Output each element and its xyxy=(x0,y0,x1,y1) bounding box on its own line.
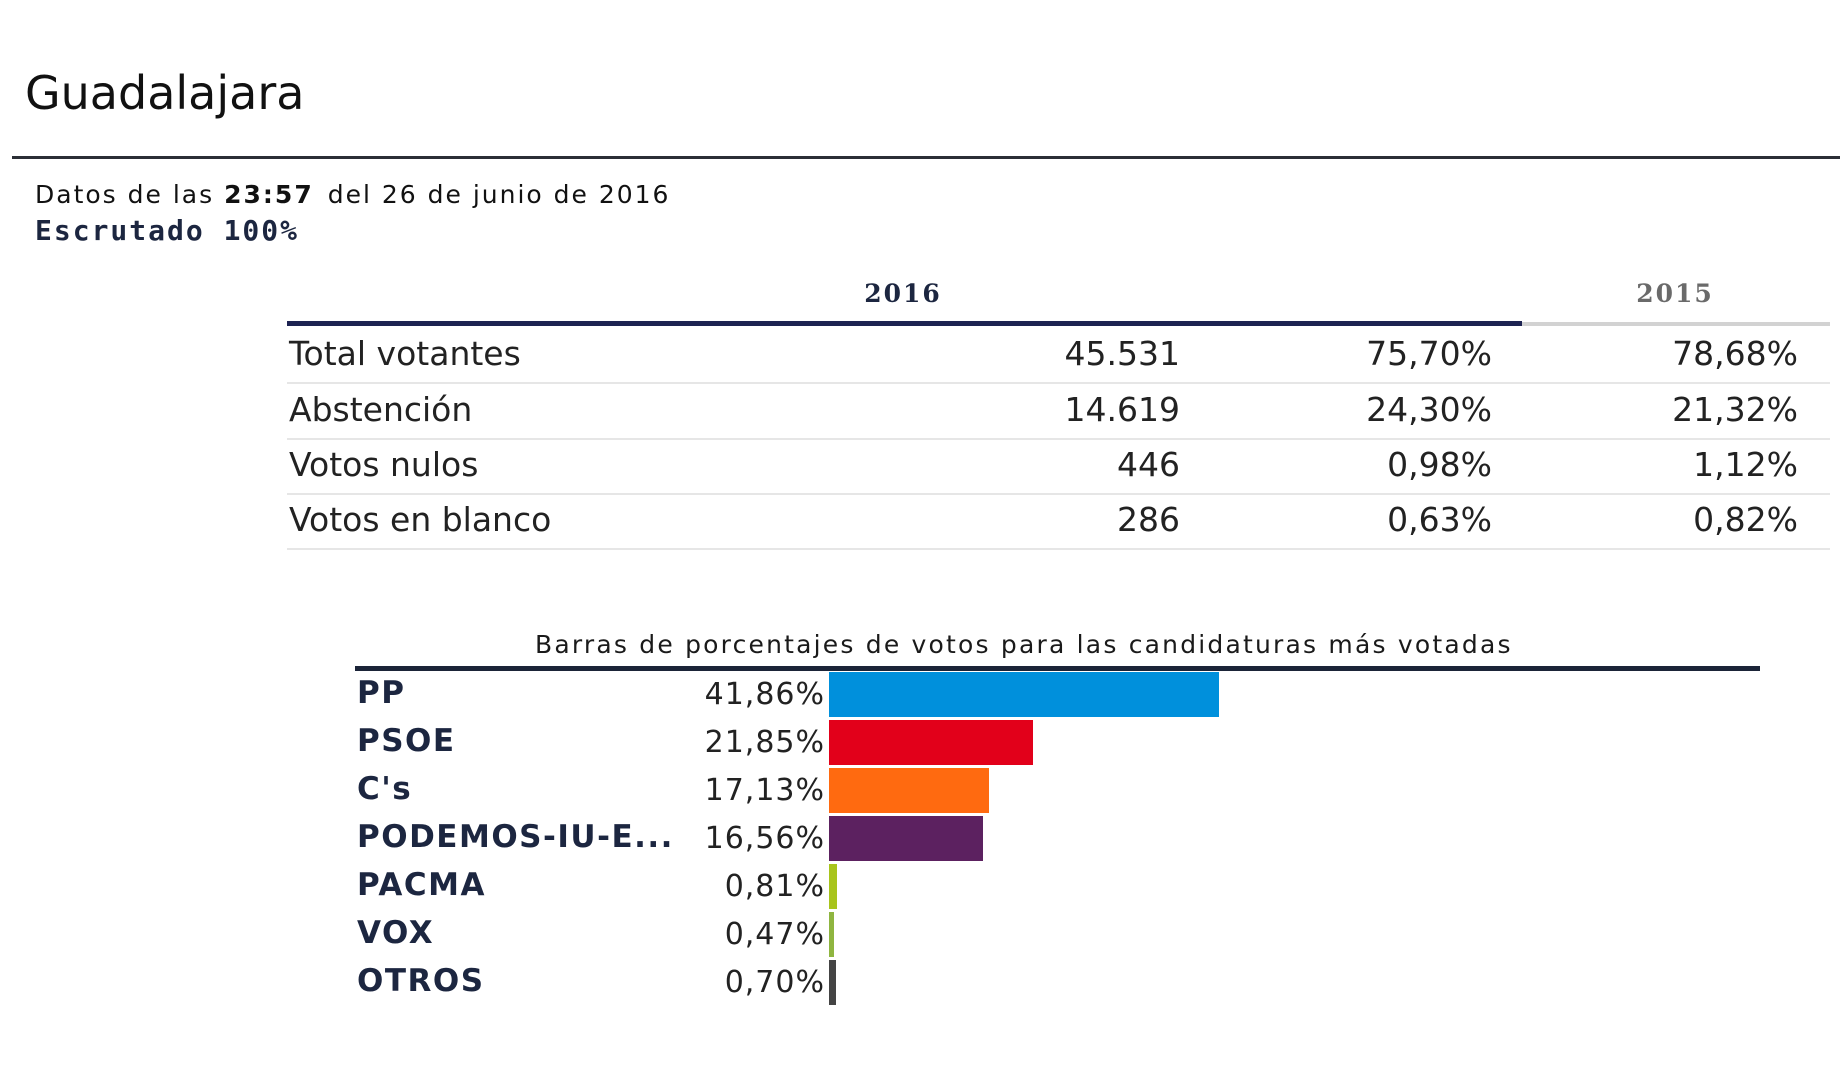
table-header-rule-2015 xyxy=(1522,322,1830,326)
bar-row: C's 17,13% xyxy=(355,768,1755,813)
row-label: Total votantes xyxy=(289,334,521,373)
bar-category-label: PODEMOS-IU-E... xyxy=(357,819,674,855)
scrutiny-status: Escrutado 100% xyxy=(35,214,300,247)
bar-row: PP 41,86% xyxy=(355,672,1755,717)
row-label: Votos en blanco xyxy=(289,500,552,539)
table-row: Total votantes 45.531 75,70% 78,68% xyxy=(287,326,1830,384)
bar-category-label: C's xyxy=(357,771,413,807)
bar xyxy=(829,720,1033,765)
bar xyxy=(829,912,834,957)
bar-value-label: 0,70% xyxy=(724,965,825,1000)
bar-value-label: 41,86% xyxy=(704,677,825,712)
bar-value-label: 0,47% xyxy=(724,917,825,952)
row-count: 14.619 xyxy=(1064,390,1180,429)
bar xyxy=(829,864,837,909)
bar xyxy=(829,816,984,861)
row-pct-2016: 75,70% xyxy=(1366,334,1492,373)
row-pct-2015: 78,68% xyxy=(1672,334,1798,373)
page-title: Guadalajara xyxy=(25,66,305,120)
bar-row: PACMA 0,81% xyxy=(355,864,1755,909)
data-timestamp: Datos de las 23:57 del 26 de junio de 2016 xyxy=(35,180,670,209)
timestamp-date: del 26 de junio de 2016 xyxy=(327,180,671,209)
bar-row: OTROS 0,70% xyxy=(355,960,1755,1005)
row-count: 45.531 xyxy=(1064,334,1180,373)
row-pct-2016: 0,63% xyxy=(1387,500,1492,539)
row-label: Abstención xyxy=(289,390,473,429)
row-pct-2016: 0,98% xyxy=(1387,445,1492,484)
bar-value-label: 21,85% xyxy=(704,725,825,760)
chart-title: Barras de porcentajes de votos para las … xyxy=(535,630,1513,659)
row-pct-2015: 0,82% xyxy=(1693,500,1798,539)
table-header-rule-2016 xyxy=(287,321,1522,326)
bar-row: VOX 0,47% xyxy=(355,912,1755,957)
table-row: Votos nulos 446 0,98% 1,12% xyxy=(287,437,1830,495)
year-header-2016: 2016 xyxy=(864,279,942,308)
bar-value-label: 0,81% xyxy=(724,869,825,904)
bar-category-label: VOX xyxy=(357,915,435,951)
bar-row: PSOE 21,85% xyxy=(355,720,1755,765)
bar-category-label: PACMA xyxy=(357,867,486,903)
bar-category-label: PSOE xyxy=(357,723,456,759)
bar-value-label: 16,56% xyxy=(704,821,825,856)
row-label: Votos nulos xyxy=(289,445,479,484)
table-row: Votos en blanco 286 0,63% 0,82% xyxy=(287,492,1830,550)
bar-category-label: PP xyxy=(357,675,406,711)
bar xyxy=(829,672,1220,717)
bar-category-label: OTROS xyxy=(357,963,485,999)
row-pct-2015: 1,12% xyxy=(1693,445,1798,484)
bar xyxy=(829,768,989,813)
row-count: 446 xyxy=(1117,445,1180,484)
row-pct-2016: 24,30% xyxy=(1366,390,1492,429)
bar xyxy=(829,960,836,1005)
row-pct-2015: 21,32% xyxy=(1672,390,1798,429)
table-row: Abstención 14.619 24,30% 21,32% xyxy=(287,382,1830,440)
timestamp-prefix: Datos de las xyxy=(35,180,215,209)
title-divider xyxy=(12,156,1840,159)
year-header-2015: 2015 xyxy=(1636,279,1714,308)
bar-value-label: 17,13% xyxy=(704,773,825,808)
bar-row: PODEMOS-IU-E... 16,56% xyxy=(355,816,1755,861)
row-count: 286 xyxy=(1117,500,1180,539)
chart-title-rule xyxy=(355,666,1760,671)
timestamp-time: 23:57 xyxy=(224,180,314,209)
